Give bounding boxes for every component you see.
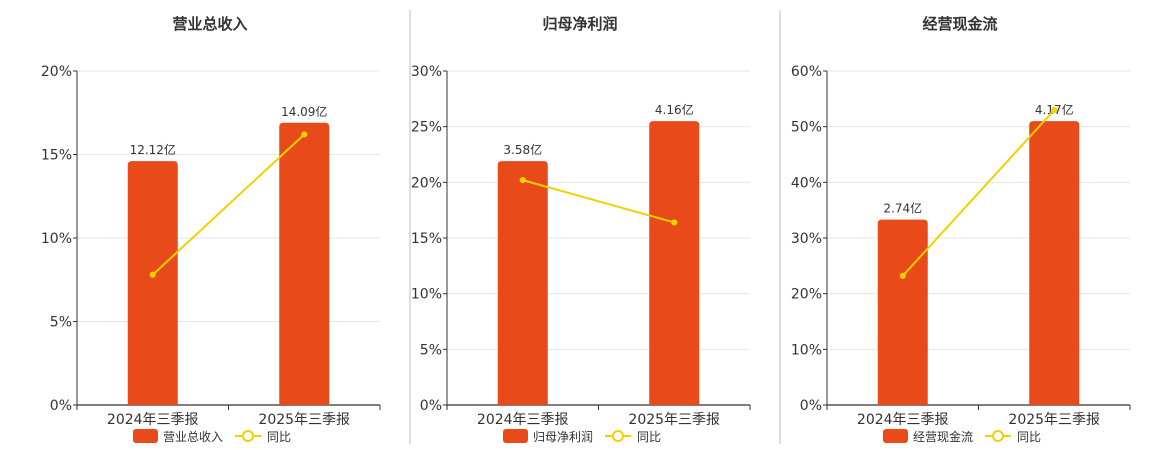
y-tick-label: 5% <box>50 315 72 331</box>
bar <box>127 161 178 405</box>
legend-line-marker <box>612 430 624 442</box>
yoy-line <box>522 179 675 224</box>
y-tick-label: 10% <box>791 342 822 358</box>
x-tick-label: 2025年三季报 <box>258 412 350 428</box>
yoy-point <box>899 272 906 279</box>
y-tick-label: 30% <box>411 64 442 80</box>
x-tick-label: 2024年三季报 <box>857 412 949 428</box>
bar <box>279 122 330 406</box>
y-tick-label: 15% <box>41 148 72 164</box>
y-tick-label: 10% <box>411 287 442 303</box>
legend-line-label: 同比 <box>637 430 661 444</box>
y-tick-label: 20% <box>791 287 822 303</box>
y-tick-label: 10% <box>41 231 72 247</box>
yoy-point <box>671 219 678 226</box>
bar <box>877 219 928 405</box>
bar-data-label: 12.12亿 <box>130 142 176 157</box>
legend-line-label: 同比 <box>267 430 291 444</box>
legend-line-marker <box>242 430 254 442</box>
legend-bar-label: 营业总收入 <box>163 430 223 444</box>
y-tick-label: 20% <box>41 64 72 80</box>
x-tick-label: 2025年三季报 <box>628 412 720 428</box>
bar-data-label: 14.09亿 <box>281 104 327 119</box>
y-tick-label: 30% <box>791 231 822 247</box>
x-tick-label: 2025年三季报 <box>1008 412 1100 428</box>
yoy-line <box>152 133 305 276</box>
legend-bar-swatch <box>133 429 158 443</box>
y-tick-label: 60% <box>791 64 822 80</box>
yoy-point <box>149 271 156 278</box>
legend-bar-swatch <box>503 429 528 443</box>
chart-title: 归母净利润 <box>542 15 617 33</box>
bar <box>649 121 700 405</box>
legend-line-marker <box>992 430 1004 442</box>
chart-title: 经营现金流 <box>922 15 997 33</box>
y-tick-label: 5% <box>420 342 442 358</box>
yoy-line <box>902 109 1055 277</box>
bar-data-label: 4.16亿 <box>655 102 694 117</box>
y-tick-label: 15% <box>411 231 442 247</box>
chart-title: 营业总收入 <box>172 15 247 33</box>
x-tick-label: 2024年三季报 <box>107 412 199 428</box>
bar <box>497 161 548 405</box>
y-tick-label: 50% <box>791 120 822 136</box>
x-tick-label: 2024年三季报 <box>477 412 569 428</box>
bar-data-label: 2.74亿 <box>883 201 922 216</box>
y-tick-label: 40% <box>791 175 822 191</box>
y-tick-label: 0% <box>800 398 822 414</box>
bar <box>1029 121 1080 405</box>
legend-line-label: 同比 <box>1017 430 1041 444</box>
yoy-point <box>1051 106 1058 114</box>
bar-data-label: 3.58亿 <box>503 142 542 157</box>
legend-bar-label: 归母净利润 <box>533 430 593 444</box>
legend-bar-label: 经营现金流 <box>913 429 973 444</box>
legend-bar-swatch <box>883 429 908 443</box>
y-tick-label: 20% <box>411 175 442 191</box>
y-tick-label: 25% <box>411 120 442 136</box>
yoy-point <box>301 131 308 138</box>
yoy-point <box>519 177 526 184</box>
y-tick-label: 0% <box>420 398 442 414</box>
y-tick-label: 0% <box>50 398 72 414</box>
